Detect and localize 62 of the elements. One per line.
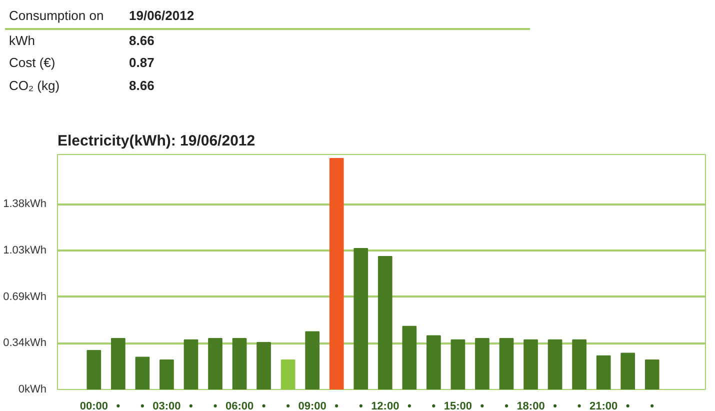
- bar: [256, 342, 271, 390]
- x-tick-label: •: [262, 400, 266, 411]
- bar: [450, 339, 466, 390]
- x-tick-label: •: [334, 400, 339, 411]
- bar: [644, 359, 660, 390]
- x-tick-label: •: [358, 400, 363, 411]
- x-tick-label: •: [189, 400, 194, 411]
- bar: [305, 331, 320, 390]
- bar: [135, 356, 150, 390]
- bar: [475, 338, 490, 390]
- bar: [280, 359, 296, 390]
- text: Consumption on: [8, 7, 105, 25]
- x-tick-label: •: [286, 400, 290, 411]
- x-tick-label: 21:00: [590, 400, 618, 411]
- y-tick-label: 1.03kWh: [3, 244, 47, 257]
- x-tick-label: 03:00: [152, 400, 181, 411]
- bar: [378, 256, 392, 390]
- x-tick-label: •: [577, 400, 582, 411]
- text: kWh: [8, 32, 36, 50]
- y-tick-label: 0.34kWh: [3, 337, 47, 350]
- x-tick-label: 06:00: [225, 400, 254, 411]
- x-tick-label: •: [116, 400, 120, 411]
- bar: [402, 326, 417, 390]
- text: 0.87: [128, 54, 156, 72]
- x-tick-label: •: [504, 400, 509, 411]
- x-tick-label: •: [407, 400, 412, 411]
- x-tick-label: 00:00: [80, 400, 108, 411]
- x-tick-label: •: [213, 400, 218, 411]
- bar: [111, 338, 126, 390]
- x-tick-label: •: [650, 400, 654, 411]
- x-tick-label: 15:00: [444, 400, 472, 411]
- text: Cost (€): [8, 54, 56, 72]
- y-tick-label: 1.38kWh: [3, 198, 47, 210]
- x-tick-label: •: [480, 400, 484, 411]
- bar: [524, 339, 538, 390]
- x-tick-label: •: [432, 400, 436, 411]
- y-tick-label: 0kWh: [18, 384, 47, 396]
- bar: [329, 158, 344, 390]
- bar: [426, 335, 441, 390]
- bar: [572, 339, 586, 390]
- x-tick-label: •: [626, 400, 630, 411]
- text: 8.66: [128, 32, 156, 50]
- bar: [620, 352, 636, 390]
- bar: [208, 338, 222, 390]
- x-tick-label: •: [553, 400, 558, 411]
- bar: [160, 359, 174, 390]
- bar: [499, 338, 514, 390]
- bar: [354, 248, 368, 390]
- x-tick-label: 09:00: [298, 400, 326, 411]
- text: 19/06/2012: [128, 7, 196, 25]
- x-tick-label: 18:00: [516, 400, 545, 411]
- x-tick-label: 12:00: [371, 400, 400, 411]
- bar: [184, 339, 198, 390]
- bar: [548, 339, 562, 390]
- x-tick-label: •: [140, 400, 145, 411]
- bar: [86, 350, 102, 390]
- text: CO₂ (kg): [8, 76, 61, 95]
- y-tick-label: 0.69kWh: [3, 290, 47, 303]
- chart-title: Electricity(kWh): 19/06/2012: [58, 132, 256, 150]
- bar: [232, 338, 247, 390]
- bar: [596, 355, 611, 390]
- text: 8.66: [128, 76, 156, 95]
